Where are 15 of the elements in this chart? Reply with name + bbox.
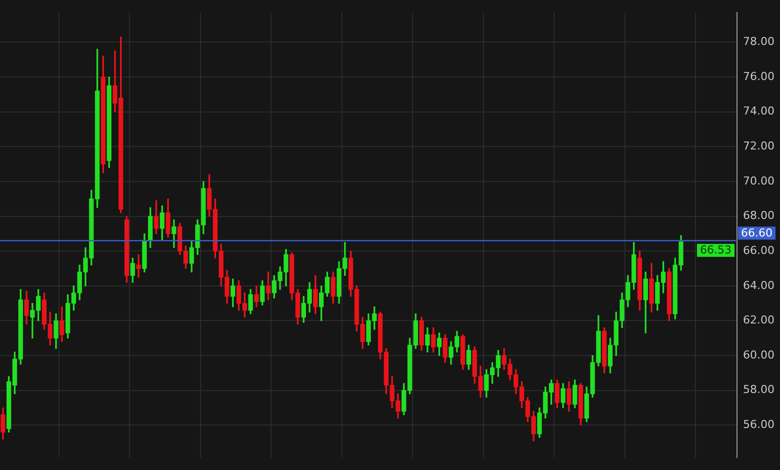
ref-line-label: 66.60 xyxy=(741,226,772,240)
y-tick-label: 74.00 xyxy=(743,104,774,118)
y-tick-label: 56.00 xyxy=(743,418,774,432)
y-tick-label: 68.00 xyxy=(743,209,774,222)
y-tick-label: 78.00 xyxy=(743,35,774,48)
y-tick-label: 62.00 xyxy=(743,314,774,327)
y-tick-label: 64.00 xyxy=(743,278,774,292)
y-tick-label: 76.00 xyxy=(743,70,774,83)
annotation: 66.53 xyxy=(700,244,732,257)
y-tick-label: 70.00 xyxy=(743,174,774,188)
y-tick-label: 58.00 xyxy=(743,383,774,396)
y-tick-label: 60.00 xyxy=(743,348,774,362)
y-tick-label: 72.00 xyxy=(743,140,774,153)
y-tick-label: 66.00 xyxy=(743,244,774,257)
candlestick xyxy=(136,254,141,278)
